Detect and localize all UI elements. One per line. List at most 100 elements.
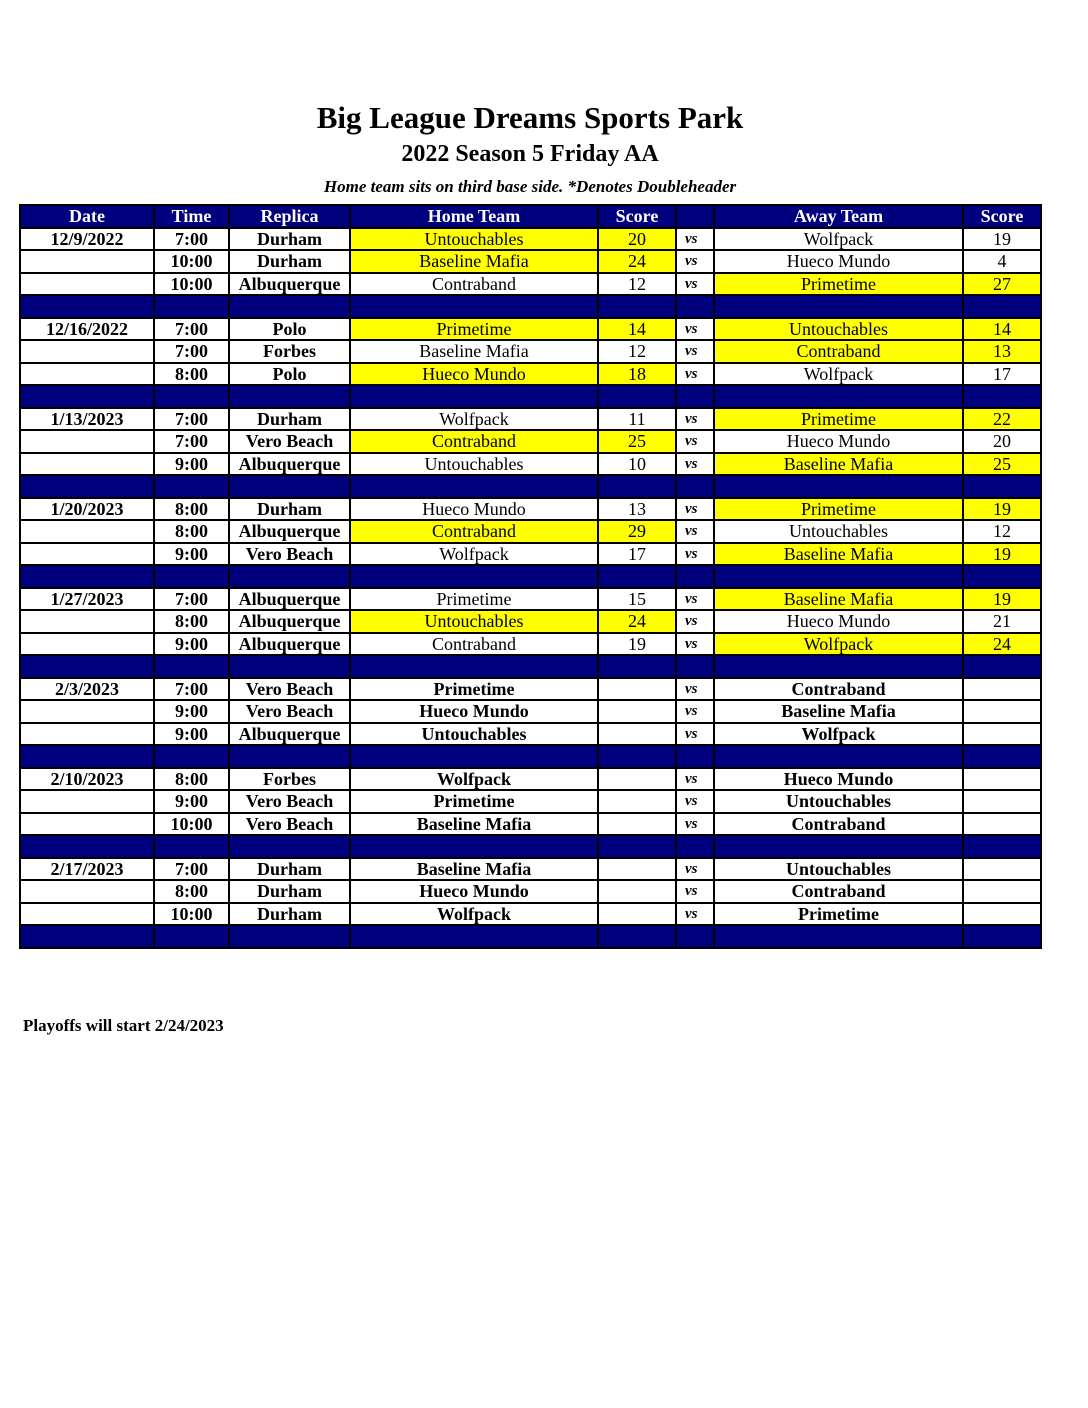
time-cell: 8:00	[153, 766, 230, 791]
home-score-cell	[597, 901, 677, 926]
time-cell: 7:00	[153, 429, 230, 454]
game-row: 10:00 Vero Beach Baseline Mafia vs Contraban…	[19, 811, 1042, 836]
away-team-cell: Wolfpack	[713, 361, 964, 386]
separator-cell	[713, 384, 964, 409]
date-cell: 2/3/2023	[19, 676, 155, 701]
game-row: 8:00 Polo Hueco Mundo 18 vs Wolfpack 17	[19, 361, 1042, 386]
header-replica: Replica	[228, 204, 351, 229]
replica-cell: Polo	[228, 316, 351, 341]
home-team-cell: Contraband	[349, 631, 599, 656]
date-cell	[19, 811, 155, 836]
time-cell: 10:00	[153, 811, 230, 836]
away-score-cell: 27	[962, 271, 1042, 296]
home-team-cell: Hueco Mundo	[349, 699, 599, 724]
home-team-cell: Primetime	[349, 676, 599, 701]
away-score-cell: 17	[962, 361, 1042, 386]
separator-cell	[349, 924, 599, 949]
vs-cell: vs	[675, 541, 715, 566]
away-team-cell: Untouchables	[713, 519, 964, 544]
separator-cell	[597, 384, 677, 409]
away-team-cell: Primetime	[713, 406, 964, 431]
home-team-cell: Primetime	[349, 316, 599, 341]
home-score-cell	[597, 856, 677, 881]
home-score-cell: 25	[597, 429, 677, 454]
game-row: 10:00 Durham Wolfpack vs Primetime	[19, 901, 1042, 926]
separator-cell	[962, 744, 1042, 769]
time-cell: 10:00	[153, 901, 230, 926]
separator-cell	[962, 294, 1042, 319]
separator-cell	[349, 744, 599, 769]
time-cell: 8:00	[153, 361, 230, 386]
separator-cell	[153, 294, 230, 319]
home-score-cell: 17	[597, 541, 677, 566]
separator-row	[19, 924, 1042, 949]
vs-cell: vs	[675, 766, 715, 791]
home-score-cell	[597, 676, 677, 701]
game-row: 1/20/2023 8:00 Durham Hueco Mundo 13 vs Primet…	[19, 496, 1042, 521]
date-cell	[19, 789, 155, 814]
separator-cell	[675, 744, 715, 769]
separator-cell	[713, 474, 964, 499]
separator-row	[19, 654, 1042, 679]
separator-cell	[228, 564, 351, 589]
game-row: 9:00 Vero Beach Primetime vs Untouchables	[19, 789, 1042, 814]
away-team-cell: Untouchables	[713, 856, 964, 881]
separator-cell	[153, 384, 230, 409]
home-team-cell: Wolfpack	[349, 901, 599, 926]
page-title: Big League Dreams Sports Park	[316, 100, 744, 135]
home-team-cell: Untouchables	[349, 451, 599, 476]
time-cell: 9:00	[153, 699, 230, 724]
separator-cell	[153, 744, 230, 769]
replica-cell: Vero Beach	[228, 429, 351, 454]
home-team-cell: Wolfpack	[349, 541, 599, 566]
home-score-cell: 11	[597, 406, 677, 431]
away-score-cell	[962, 789, 1042, 814]
separator-cell	[153, 564, 230, 589]
header-home-team: Home Team	[349, 204, 599, 229]
game-row: 9:00 Albuquerque Contraband 19 vs Wolfpack 24	[19, 631, 1042, 656]
separator-cell	[713, 654, 964, 679]
vs-cell: vs	[675, 429, 715, 454]
header-away-team: Away Team	[713, 204, 964, 229]
separator-cell	[349, 384, 599, 409]
home-team-cell: Hueco Mundo	[349, 879, 599, 904]
replica-cell: Vero Beach	[228, 541, 351, 566]
separator-cell	[19, 654, 155, 679]
away-score-cell	[962, 766, 1042, 791]
replica-cell: Albuquerque	[228, 451, 351, 476]
time-cell: 8:00	[153, 519, 230, 544]
away-team-cell: Baseline Mafia	[713, 451, 964, 476]
date-cell: 2/17/2023	[19, 856, 155, 881]
date-cell	[19, 519, 155, 544]
home-score-cell	[597, 789, 677, 814]
vs-cell: vs	[675, 901, 715, 926]
header-away-score: Score	[962, 204, 1042, 229]
game-row: 2/17/2023 7:00 Durham Baseline Mafia vs Untou…	[19, 856, 1042, 881]
separator-row	[19, 834, 1042, 859]
away-score-cell	[962, 721, 1042, 746]
separator-cell	[349, 474, 599, 499]
home-score-cell	[597, 699, 677, 724]
vs-cell: vs	[675, 451, 715, 476]
home-score-cell: 24	[597, 609, 677, 634]
time-cell: 10:00	[153, 271, 230, 296]
game-row: 2/10/2023 8:00 Forbes Wolfpack vs Hueco Mundo	[19, 766, 1042, 791]
game-row: 8:00 Albuquerque Untouchables 24 vs Hueco Mun…	[19, 609, 1042, 634]
away-team-cell: Hueco Mundo	[713, 249, 964, 274]
away-score-cell: 24	[962, 631, 1042, 656]
time-cell: 7:00	[153, 226, 230, 251]
date-cell: 1/20/2023	[19, 496, 155, 521]
replica-cell: Vero Beach	[228, 676, 351, 701]
away-team-cell: Wolfpack	[713, 226, 964, 251]
away-team-cell: Contraband	[713, 879, 964, 904]
separator-cell	[675, 834, 715, 859]
date-cell	[19, 721, 155, 746]
away-team-cell: Contraband	[713, 811, 964, 836]
replica-cell: Forbes	[228, 766, 351, 791]
date-cell	[19, 901, 155, 926]
replica-cell: Durham	[228, 406, 351, 431]
vs-cell: vs	[675, 856, 715, 881]
separator-row	[19, 564, 1042, 589]
away-score-cell: 25	[962, 451, 1042, 476]
time-cell: 9:00	[153, 631, 230, 656]
